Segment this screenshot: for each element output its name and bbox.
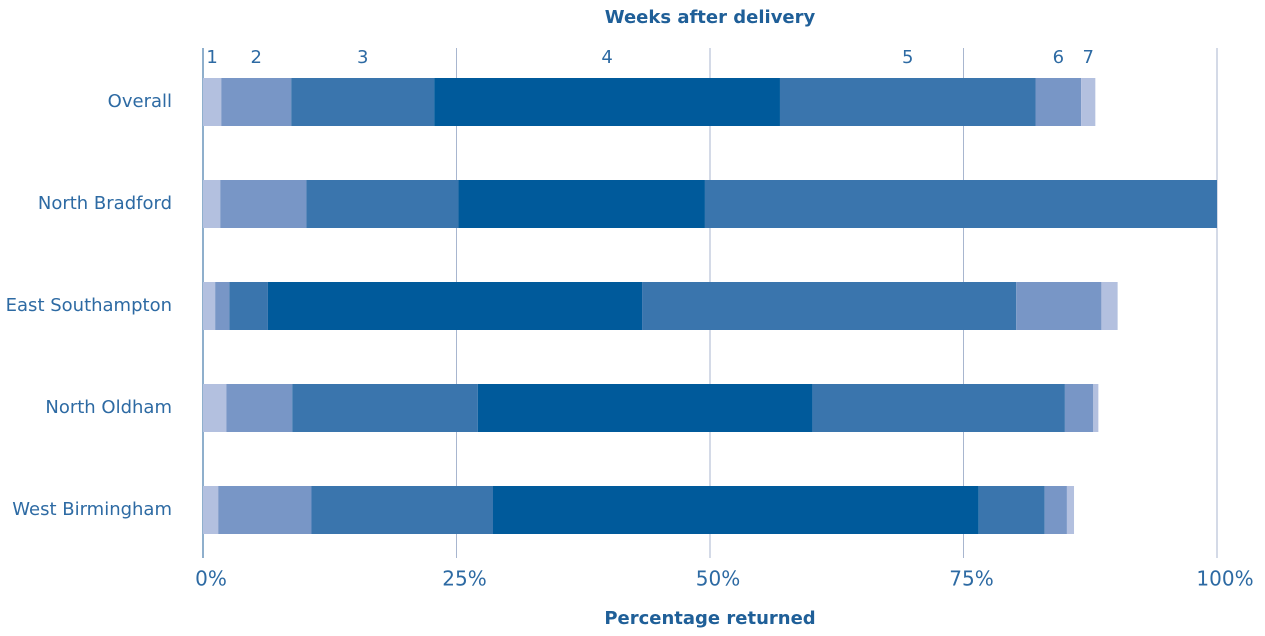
bar-segment: [292, 384, 478, 432]
bar-segment: [779, 78, 1036, 126]
bar-segment: [1064, 384, 1094, 432]
series-label: 3: [357, 47, 368, 68]
bar-segment: [203, 282, 216, 330]
bar-segment: [311, 486, 494, 534]
bar-segment: [1035, 78, 1082, 126]
bar-segment: [203, 78, 222, 126]
bar-segment: [493, 486, 979, 534]
bar-segment: [229, 282, 268, 330]
bar-segment: [218, 486, 312, 534]
bar-segment: [215, 282, 230, 330]
x-tick-label: 0%: [195, 567, 227, 591]
y-tick-label: West Birmingham: [12, 499, 172, 520]
bar-segment: [1101, 282, 1118, 330]
bar-segment: [704, 180, 1217, 228]
bar-segment: [203, 384, 227, 432]
bar-segment: [291, 78, 435, 126]
bar-segment: [267, 282, 643, 330]
bar-segment: [203, 180, 221, 228]
x-tick-label: 50%: [696, 567, 740, 591]
bar-segment: [1093, 384, 1099, 432]
x-axis-title: Percentage returned: [604, 608, 815, 629]
series-label: 5: [902, 47, 913, 68]
bar-segment: [1066, 486, 1075, 534]
series-label: 6: [1053, 47, 1064, 68]
bar-segment: [1081, 78, 1096, 126]
series-label: 1: [206, 47, 217, 68]
bar-segment: [812, 384, 1065, 432]
bar-segment: [978, 486, 1045, 534]
bar-segment: [458, 180, 705, 228]
y-tick-label: Overall: [108, 91, 172, 112]
bar-segment: [220, 180, 307, 228]
bar-segment: [226, 384, 293, 432]
y-tick-label: East Southampton: [6, 295, 172, 316]
bar-segment: [434, 78, 780, 126]
bar-segment: [221, 78, 292, 126]
bar-segment: [306, 180, 459, 228]
bar-segment: [642, 282, 1017, 330]
series-label: 2: [251, 47, 262, 68]
bar-segment: [203, 486, 219, 534]
x-tick-label: 25%: [442, 567, 486, 591]
x-tick-label: 75%: [949, 567, 993, 591]
y-tick-label: North Bradford: [38, 193, 172, 214]
x-tick-label: 100%: [1196, 567, 1253, 591]
y-tick-label: North Oldham: [45, 397, 172, 418]
series-label: 4: [601, 47, 612, 68]
series-label: 7: [1082, 47, 1093, 68]
bar-segment: [477, 384, 813, 432]
chart-title: Weeks after delivery: [605, 7, 816, 28]
bar-segment: [1044, 486, 1067, 534]
bar-segment: [1016, 282, 1102, 330]
